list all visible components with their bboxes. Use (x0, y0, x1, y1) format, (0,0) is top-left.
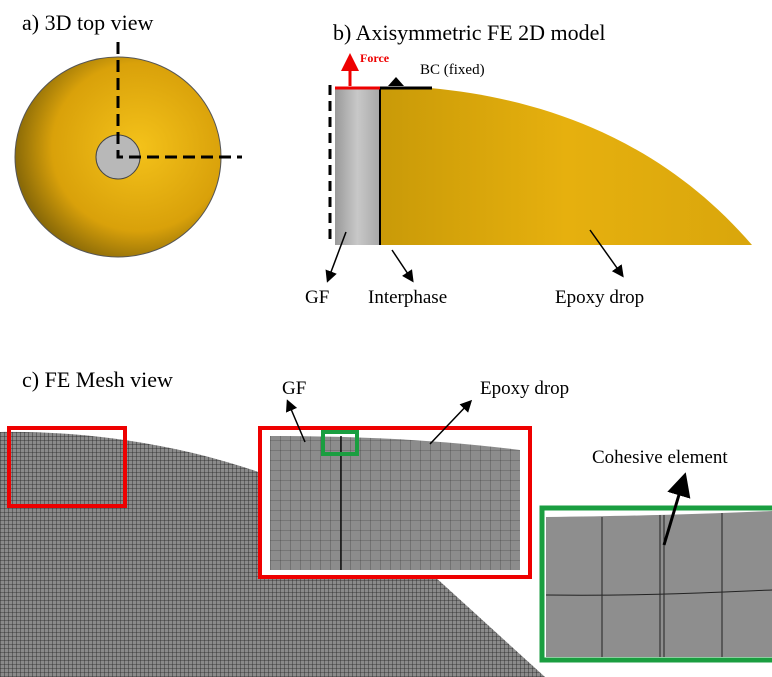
epoxy-drop (380, 88, 752, 245)
epoxy-label: Epoxy drop (555, 287, 644, 308)
figure: a) 3D top view b) Axisymmetric FE 2D mod… (0, 0, 772, 677)
fiber (335, 88, 380, 245)
cohesive-label: Cohesive element (592, 447, 728, 468)
gf-label: GF (282, 378, 306, 399)
arrow (392, 250, 412, 280)
panel-c-title: c) FE Mesh view (22, 367, 173, 392)
panel-a-title: a) 3D top view (22, 10, 153, 35)
epoxy-label: Epoxy drop (480, 378, 569, 399)
panel-b-title: b) Axisymmetric FE 2D model (333, 20, 606, 45)
inset-mesh (270, 436, 520, 570)
gf-label: GF (305, 287, 329, 308)
inset-mesh (546, 511, 772, 657)
bc-label: BC (fixed) (420, 62, 485, 78)
interphase-label: Interphase (368, 287, 447, 308)
force-label: Force (360, 51, 390, 65)
bc-support (388, 77, 404, 86)
